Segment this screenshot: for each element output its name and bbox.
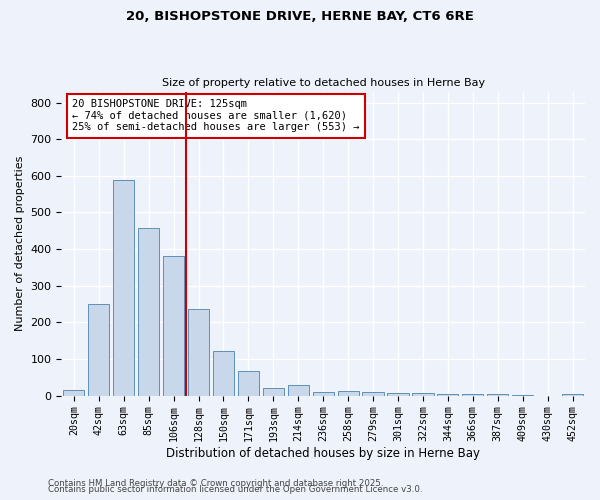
Bar xyxy=(437,394,458,396)
Bar xyxy=(338,391,359,396)
Bar xyxy=(487,394,508,396)
Bar xyxy=(188,309,209,396)
Bar xyxy=(512,395,533,396)
Title: Size of property relative to detached houses in Herne Bay: Size of property relative to detached ho… xyxy=(161,78,485,88)
Bar xyxy=(562,394,583,396)
X-axis label: Distribution of detached houses by size in Herne Bay: Distribution of detached houses by size … xyxy=(166,447,480,460)
Bar xyxy=(388,393,409,396)
Bar xyxy=(163,256,184,396)
Text: 20, BISHOPSTONE DRIVE, HERNE BAY, CT6 6RE: 20, BISHOPSTONE DRIVE, HERNE BAY, CT6 6R… xyxy=(126,10,474,23)
Bar xyxy=(88,304,109,396)
Bar xyxy=(138,228,159,396)
Y-axis label: Number of detached properties: Number of detached properties xyxy=(15,156,25,332)
Text: 20 BISHOPSTONE DRIVE: 125sqm
← 74% of detached houses are smaller (1,620)
25% of: 20 BISHOPSTONE DRIVE: 125sqm ← 74% of de… xyxy=(72,99,359,132)
Bar xyxy=(63,390,85,396)
Bar xyxy=(462,394,484,396)
Text: Contains public sector information licensed under the Open Government Licence v3: Contains public sector information licen… xyxy=(48,485,422,494)
Bar xyxy=(238,371,259,396)
Bar xyxy=(412,393,434,396)
Bar xyxy=(213,351,234,396)
Bar xyxy=(287,384,309,396)
Text: Contains HM Land Registry data © Crown copyright and database right 2025.: Contains HM Land Registry data © Crown c… xyxy=(48,478,383,488)
Bar xyxy=(313,392,334,396)
Bar xyxy=(263,388,284,396)
Bar xyxy=(113,180,134,396)
Bar xyxy=(362,392,383,396)
